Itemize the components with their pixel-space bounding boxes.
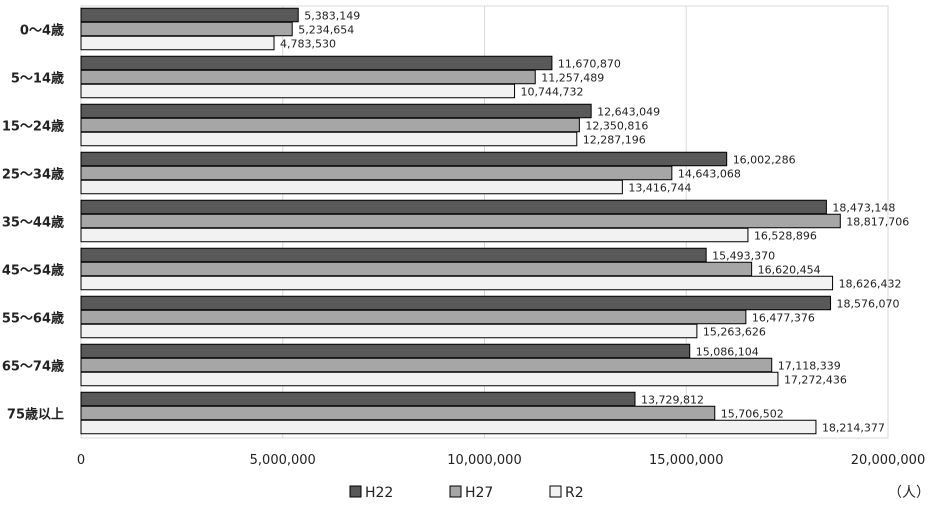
category-labels: 0～4歳 5～14歳 15～24歳 25～34歳 35～44歳 45～54歳 55～64歳 6…: [2, 23, 64, 423]
category-label: 55～64歳: [2, 311, 64, 327]
bar-h22: [80, 7, 299, 23]
data-label: 18,576,070: [837, 297, 900, 310]
data-label: 10,744,732: [521, 85, 584, 98]
data-label: 18,214,377: [822, 421, 885, 434]
data-label: 12,287,196: [583, 133, 646, 146]
data-label: 18,626,432: [839, 277, 902, 290]
data-label: 11,670,870: [558, 57, 621, 70]
bar-r2: [80, 179, 623, 195]
category-label: 75歳以上: [7, 407, 64, 423]
x-tick-label: 5,000,000: [250, 453, 316, 468]
bar-h27: [80, 117, 580, 133]
category-label: 15～24歳: [2, 119, 64, 135]
x-tick-label: 15,000,000: [649, 453, 723, 468]
category-label: 35～44歳: [2, 215, 64, 231]
bar-h27: [80, 309, 747, 325]
data-label: 13,729,812: [641, 393, 704, 406]
legend-label: R2: [565, 485, 584, 501]
data-label: 12,643,049: [597, 105, 660, 118]
data-label: 12,350,816: [585, 119, 648, 132]
bar-h27: [80, 405, 716, 421]
bar-h22: [80, 247, 707, 263]
bar-h22: [80, 199, 827, 215]
data-label: 13,416,744: [628, 181, 691, 194]
bar-r2: [80, 35, 275, 51]
data-label: 16,002,286: [733, 153, 796, 166]
x-axis-tick-labels: 0 5,000,000 10,000,000 15,000,000 20,000,000: [77, 453, 925, 468]
bar-r2: [80, 371, 779, 387]
x-tick-label: 20,000,000: [851, 453, 925, 468]
data-label: 15,263,626: [703, 325, 766, 338]
x-tick-label: 10,000,000: [447, 453, 521, 468]
unit-label: （人）: [888, 485, 930, 501]
data-label: 16,620,454: [758, 263, 821, 276]
legend-swatch-h27: [449, 485, 462, 498]
bar-r2: [80, 323, 698, 339]
bar-h27: [80, 69, 536, 85]
data-label: 15,493,370: [712, 249, 775, 262]
bar-r2: [80, 419, 817, 435]
bars: [80, 7, 841, 435]
data-label: 14,643,068: [678, 167, 741, 180]
data-label: 18,473,148: [832, 201, 895, 214]
bar-r2: [80, 131, 578, 147]
bar-h27: [80, 357, 773, 373]
bar-h22: [80, 343, 691, 359]
bar-h27: [80, 213, 841, 229]
bar-r2: [80, 83, 516, 99]
legend: H22 H27 R2: [349, 485, 584, 501]
data-label: 16,528,896: [754, 229, 817, 242]
data-label: 17,272,436: [784, 373, 847, 386]
data-label: 5,234,654: [298, 23, 354, 36]
category-label: 65～74歳: [2, 359, 64, 375]
bar-h27: [80, 165, 673, 181]
bar-h22: [80, 103, 592, 119]
legend-label: H27: [465, 485, 493, 501]
data-label: 11,257,489: [541, 71, 604, 84]
data-label: 18,817,706: [846, 215, 909, 228]
bar-h27: [80, 21, 293, 37]
category-label: 0～4歳: [20, 23, 64, 39]
bar-h22: [80, 391, 636, 407]
bar-h22: [80, 151, 728, 167]
data-label: 15,086,104: [696, 345, 759, 358]
bar-h22: [80, 55, 553, 71]
category-label: 5～14歳: [11, 71, 64, 87]
data-label: 5,383,149: [304, 9, 360, 22]
data-label: 17,118,339: [778, 359, 841, 372]
bar-r2: [80, 227, 749, 243]
legend-swatch-r2: [549, 485, 562, 498]
data-label: 15,706,502: [721, 407, 784, 420]
category-label: 45～54歳: [2, 263, 64, 279]
data-label: 4,783,530: [280, 37, 336, 50]
legend-swatch-h22: [349, 485, 362, 498]
data-label: 16,477,376: [752, 311, 815, 324]
x-tick-label: 0: [77, 453, 85, 468]
bar-h27: [80, 261, 753, 277]
legend-label: H22: [365, 485, 393, 501]
bar-h22: [80, 295, 832, 311]
category-label: 25～34歳: [2, 167, 64, 183]
bar-r2: [80, 275, 834, 291]
